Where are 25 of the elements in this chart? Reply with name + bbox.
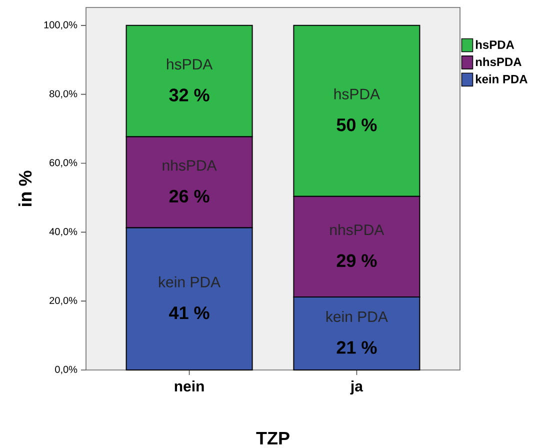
x-axis-title: TZP [256,432,290,444]
data-label: 41 % [169,306,210,320]
text: kein PDA [159,276,221,288]
legend-label: hsPDA [476,40,514,49]
y-axis-title: in % [18,170,32,206]
y-tick-label: 60,0% [50,159,78,168]
data-label: 50 % [336,118,377,132]
legend-label: nhsPDA [476,57,522,66]
y-tick-label: 100,0% [44,21,78,30]
text: hsPDA [166,58,213,70]
text: nhsPDA [330,224,384,236]
data-label: 26 % [169,190,210,203]
y-tick-label: 80,0% [50,90,78,98]
x-tick-label: ja [350,380,364,395]
text: hsPDA [334,88,380,100]
y-tick-label: 40,0% [49,228,78,236]
data-label: 21 % [336,341,377,354]
x-tick-label: nein [174,380,204,392]
legend-label: kein PDA [476,74,528,84]
data-label: 29 % [336,254,377,268]
text: nhsPDA [162,160,217,171]
y-tick-label: 0,0% [55,366,78,374]
y-tick-label: 20,0% [50,296,78,306]
data-label: 32 % [169,88,210,102]
text: kein PDA [326,310,388,322]
